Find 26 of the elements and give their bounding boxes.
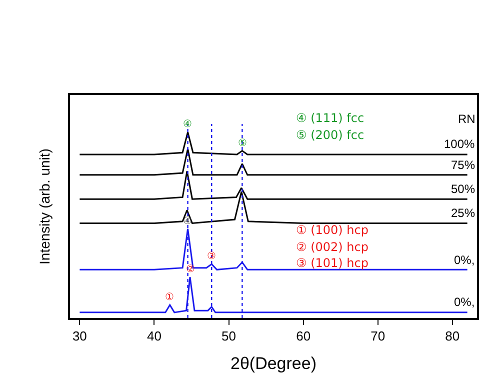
series-label: 25% xyxy=(451,206,476,220)
x-tick-label: 60 xyxy=(296,328,311,344)
annotation: ③ (101) hcp xyxy=(296,256,368,270)
series-label: 0%, xyxy=(454,253,475,267)
x-tick-label: 50 xyxy=(222,328,236,344)
y-axis-title: Intensity (arb. unit) xyxy=(36,148,52,264)
annotation: ③ xyxy=(207,251,216,262)
x-tick-label: 30 xyxy=(72,328,87,344)
x-tick-label: 40 xyxy=(146,328,162,344)
annotation: ② xyxy=(186,264,195,275)
series-label: 75% xyxy=(451,158,476,172)
annotation: ④ xyxy=(183,119,192,130)
x-tick-label: 70 xyxy=(370,328,386,344)
annotation: ⑤ (200) fcc xyxy=(296,128,364,142)
annotation: ④ xyxy=(183,216,192,227)
x-tick-label: 80 xyxy=(445,328,460,344)
series-label: 0%, xyxy=(454,295,475,309)
series-label: 50% xyxy=(451,182,476,196)
annotation: ① (100) hcp xyxy=(296,223,368,237)
series-label: 100% xyxy=(444,137,476,151)
annotation: ⑤ xyxy=(238,138,247,149)
legend-title: RN xyxy=(458,112,476,126)
text: ④ (111) fcc xyxy=(296,111,364,125)
annotation: ② (002) hcp xyxy=(296,240,368,254)
annotation: ① xyxy=(165,292,174,303)
x-axis-title: 2θ(Degree) xyxy=(230,354,316,374)
